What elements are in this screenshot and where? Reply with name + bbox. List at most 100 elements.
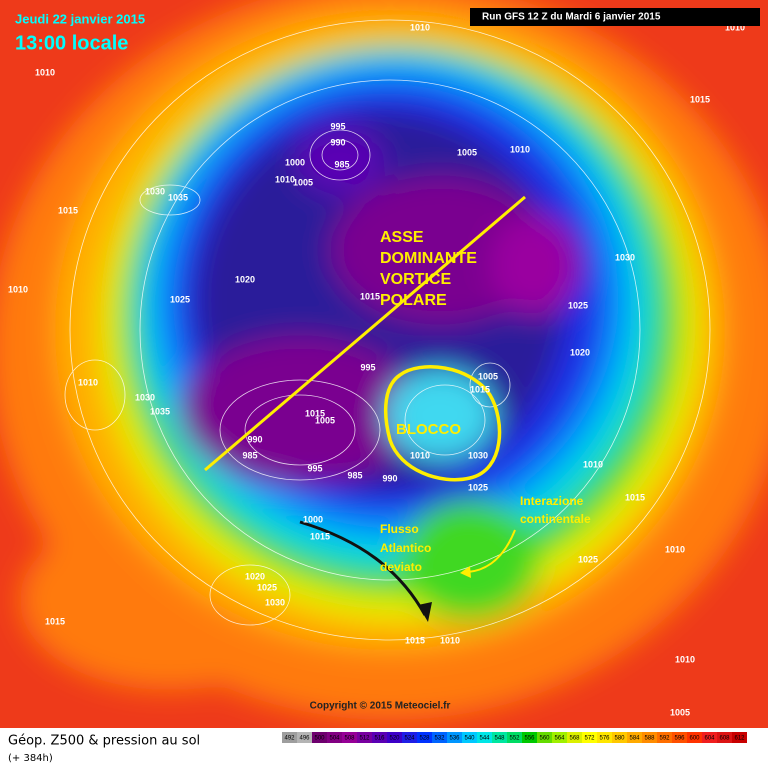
scale-label: 576 (599, 736, 610, 742)
scale-label: 492 (284, 736, 295, 742)
pressure-label: 1010 (35, 67, 55, 77)
pressure-label: 1005 (670, 707, 690, 717)
scale-label: 592 (659, 736, 670, 742)
scale-label: 604 (704, 736, 715, 742)
scale-swatch (357, 732, 372, 743)
pressure-label: 1030 (265, 597, 285, 607)
scale-swatch (342, 732, 357, 743)
pressure-label: 985 (334, 159, 349, 169)
pressure-label: 1015 (470, 384, 490, 394)
pressure-label: 995 (360, 362, 375, 372)
scale-label: 520 (389, 736, 400, 742)
scale-label: 500 (314, 736, 325, 742)
pressure-label: 1030 (145, 186, 165, 196)
pressure-label: 1035 (150, 406, 170, 416)
pressure-label: 1010 (275, 174, 295, 184)
scale-swatch (492, 732, 507, 743)
block-outline (383, 365, 502, 482)
scale-swatch (552, 732, 567, 743)
pressure-label: 995 (307, 463, 322, 473)
scale-swatch (687, 732, 702, 743)
annotation: DOMINANTE (380, 250, 477, 267)
scale-swatch (627, 732, 642, 743)
scale-swatch (507, 732, 522, 743)
pressure-label: 1020 (245, 571, 265, 581)
pressure-label: 1025 (468, 482, 488, 492)
scale-swatch (477, 732, 492, 743)
scale-swatch (537, 732, 552, 743)
scale-label: 584 (629, 736, 640, 742)
pressure-label: 1010 (510, 144, 530, 154)
scale-swatch (522, 732, 537, 743)
pressure-label: 1010 (8, 284, 28, 294)
forecast-date: Jeudi 22 janvier 2015 (15, 11, 145, 26)
scale-label: 532 (434, 736, 445, 742)
pressure-label: 1015 (405, 635, 425, 645)
pressure-label: 1010 (410, 450, 430, 460)
pressure-label: 1010 (583, 459, 603, 469)
pressure-label: 1025 (568, 300, 588, 310)
pressure-label: 990 (382, 473, 397, 483)
pressure-label: 1015 (310, 531, 330, 541)
footer-lead: (+ 384h) (8, 753, 53, 764)
scale-label: 556 (524, 736, 535, 742)
pressure-label: 1035 (168, 192, 188, 202)
scale-label: 512 (359, 736, 370, 742)
scale-label: 568 (569, 736, 580, 742)
scale-swatch (657, 732, 672, 743)
scale-swatch (567, 732, 582, 743)
scale-swatch (672, 732, 687, 743)
pressure-label: 1015 (360, 291, 380, 301)
pressure-label: 1000 (303, 514, 323, 524)
annotation: Flusso (380, 522, 419, 536)
pressure-label: 1015 (625, 492, 645, 502)
pressure-label: 1030 (615, 252, 635, 262)
pressure-label: 1010 (440, 635, 460, 645)
scale-swatch (717, 732, 732, 743)
scale-label: 588 (644, 736, 655, 742)
pressure-label: 990 (330, 137, 345, 147)
pressure-label: 1030 (468, 450, 488, 460)
pressure-label: 1010 (675, 654, 695, 664)
annotation: continentale (520, 512, 591, 526)
scale-label: 528 (419, 736, 430, 742)
forecast-time: 13:00 locale (15, 32, 128, 54)
scale-label: 580 (614, 736, 625, 742)
scale-label: 524 (404, 736, 415, 742)
scale-swatch (612, 732, 627, 743)
annotation: VORTICE (380, 271, 451, 288)
footer-title: Géop. Z500 & pression au sol (8, 734, 200, 749)
scale-swatch (702, 732, 717, 743)
scale-swatch (642, 732, 657, 743)
scale-label: 600 (689, 736, 700, 742)
scale-swatch (282, 732, 297, 743)
scale-label: 612 (734, 736, 745, 742)
copyright: Copyright © 2015 Meteociel.fr (310, 701, 451, 712)
pressure-label: 1010 (725, 22, 745, 32)
atlantic-arrow (299, 520, 427, 616)
scale-label: 544 (479, 736, 490, 742)
scale-label: 496 (299, 736, 310, 742)
pressure-label: 1015 (58, 205, 78, 215)
scale-label: 548 (494, 736, 505, 742)
scale-swatch (327, 732, 342, 743)
scale-label: 552 (509, 736, 520, 742)
scale-label: 508 (344, 736, 355, 742)
pressure-label: 985 (242, 450, 257, 460)
scale-label: 564 (554, 736, 565, 742)
annotation: Atlantico (380, 541, 431, 555)
axis-line (204, 195, 526, 472)
scale-swatch (312, 732, 327, 743)
pressure-label: 1010 (78, 377, 98, 387)
run-info: Run GFS 12 Z du Mardi 6 janvier 2015 (482, 12, 661, 23)
annotation: deviato (380, 560, 422, 574)
pressure-label: 990 (247, 434, 262, 444)
pressure-label: 1010 (410, 22, 430, 32)
scale-swatch (432, 732, 447, 743)
scale-swatch (387, 732, 402, 743)
pressure-label: 1005 (457, 147, 477, 157)
pressure-label: 1005 (315, 415, 335, 425)
scale-swatch (297, 732, 312, 743)
